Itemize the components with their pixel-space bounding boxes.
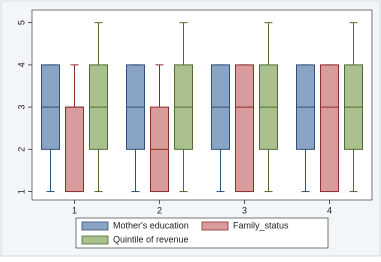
legend-swatch [81,235,109,245]
y-tick-label: 3 [16,105,26,110]
legend-label: Mother's education [113,220,189,230]
legend-swatch [201,221,229,231]
box [65,106,84,193]
x-tick-label: 4 [327,205,332,215]
y-tick-label: 1 [16,189,26,194]
legend-label: Quintile of revenue [113,234,189,244]
box [235,64,254,193]
plot-area [31,9,373,201]
x-tick-label: 3 [242,205,247,215]
y-tick-label: 4 [16,62,26,67]
x-tick-label: 2 [157,205,162,215]
x-tick-label: 1 [72,205,77,215]
legend-label: Family_status [233,220,289,230]
legend-swatch [81,221,109,231]
y-tick-label: 2 [16,147,26,152]
y-tick-label: 5 [16,20,26,25]
box [320,64,339,193]
